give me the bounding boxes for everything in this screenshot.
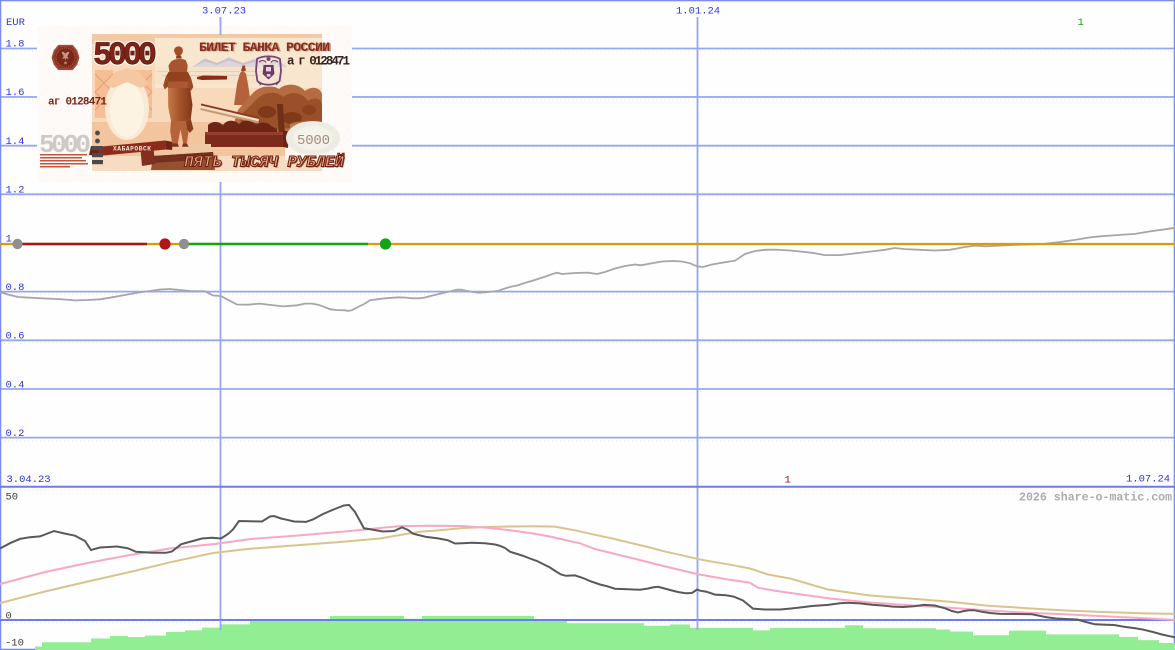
svg-text:0.2: 0.2 bbox=[6, 428, 25, 440]
svg-text:2026 share-o-matic.com: 2026 share-o-matic.com bbox=[1019, 492, 1172, 505]
svg-text:0.6: 0.6 bbox=[6, 331, 25, 343]
svg-text:1.2: 1.2 bbox=[6, 185, 25, 197]
svg-text:аг 0128471: аг 0128471 bbox=[48, 97, 107, 109]
svg-text:0: 0 bbox=[6, 610, 12, 622]
svg-text:1.8: 1.8 bbox=[6, 39, 25, 51]
svg-text:0.4: 0.4 bbox=[6, 379, 25, 391]
svg-text:3.04.23: 3.04.23 bbox=[7, 474, 51, 486]
svg-text:ПЯТЬ ТЫСЯЧ РУБЛЕЙ: ПЯТЬ ТЫСЯЧ РУБЛЕЙ bbox=[184, 152, 344, 172]
svg-text:БИЛЕТ БАНКА РОССИИ: БИЛЕТ БАНКА РОССИИ bbox=[201, 41, 332, 56]
svg-text:5000: 5000 bbox=[93, 37, 157, 74]
svg-text:50: 50 bbox=[6, 492, 19, 504]
svg-text:EUR: EUR bbox=[6, 17, 26, 29]
svg-text:1.6: 1.6 bbox=[6, 87, 25, 99]
svg-text:1.4: 1.4 bbox=[6, 136, 25, 148]
svg-text:-10: -10 bbox=[5, 638, 24, 650]
svg-text:ХАБАРОВСК: ХАБАРОВСК bbox=[113, 146, 151, 153]
svg-text:1: 1 bbox=[6, 233, 12, 245]
svg-text:1: 1 bbox=[785, 475, 791, 487]
svg-text:а г 0128471: а г 0128471 bbox=[287, 55, 350, 69]
svg-text:5000: 5000 bbox=[297, 133, 330, 149]
svg-text:БИЛЕТ БАНКА РОССИИ: БИЛЕТ БАНКА РОССИИ bbox=[199, 40, 330, 55]
svg-text:3.07.23: 3.07.23 bbox=[202, 6, 246, 18]
svg-text:1.07.24: 1.07.24 bbox=[1126, 474, 1170, 486]
svg-text:1.01.24: 1.01.24 bbox=[676, 6, 720, 18]
svg-text:1: 1 bbox=[1078, 17, 1084, 29]
svg-text:ПЯТЬ ТЫСЯЧ РУБЛЕЙ: ПЯТЬ ТЫСЯЧ РУБЛЕЙ bbox=[185, 153, 345, 173]
svg-text:0.8: 0.8 bbox=[6, 282, 25, 294]
